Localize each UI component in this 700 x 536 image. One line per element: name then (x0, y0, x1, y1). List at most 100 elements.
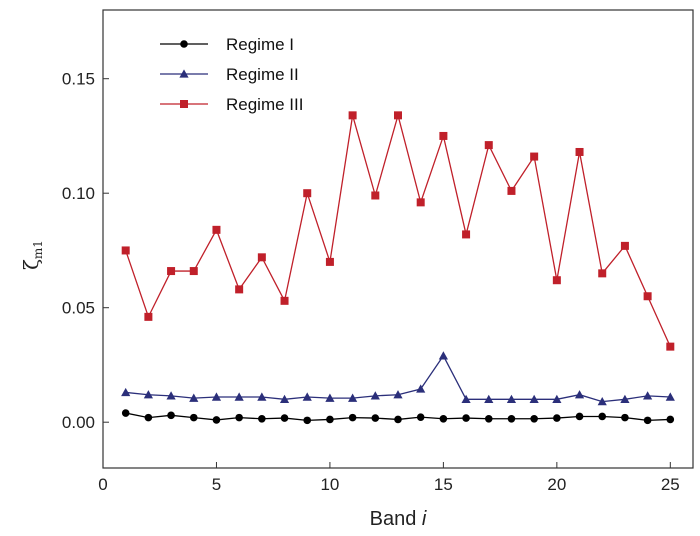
data-point-regime-ii (302, 392, 312, 401)
data-point-regime-iii (575, 147, 584, 156)
series-regime-ii (121, 351, 675, 406)
data-point-regime-iii (462, 230, 471, 239)
data-point-regime-i (121, 409, 130, 417)
legend-marker (179, 69, 189, 78)
data-point-regime-i (621, 413, 629, 422)
y-axis-label-subscript: m1 (31, 240, 45, 259)
data-point-regime-iii (167, 267, 176, 276)
data-point-regime-i (484, 414, 493, 423)
data-point-regime-ii (143, 390, 153, 399)
x-tick-label: 5 (212, 475, 221, 494)
data-point-regime-i (235, 413, 243, 422)
data-point-regime-ii (325, 393, 335, 402)
data-point-regime-iii (257, 253, 266, 262)
data-point-regime-ii (665, 392, 675, 401)
data-point-regime-iii (235, 285, 244, 294)
data-point-regime-i (258, 414, 266, 423)
data-point-regime-iii (552, 276, 561, 285)
data-point-regime-iii (348, 111, 357, 120)
data-point-regime-iii (325, 257, 334, 266)
data-point-regime-ii (506, 394, 517, 403)
data-point-regime-i (212, 416, 221, 424)
legend-item-regime-ii: Regime II (160, 65, 299, 84)
data-point-regime-ii (643, 391, 653, 400)
data-point-regime-i (303, 416, 312, 425)
x-tick-label: 0 (98, 475, 107, 494)
data-point-regime-i (348, 413, 357, 422)
data-point-regime-iii (507, 186, 516, 195)
series-line-regime-iii (125, 112, 671, 347)
data-point-regime-ii (257, 392, 267, 401)
data-point-regime-i (666, 415, 675, 424)
legend-marker (180, 40, 188, 48)
data-point-regime-ii (597, 396, 607, 406)
data-point-regime-ii (438, 351, 448, 360)
legend-item-regime-iii: Regime III (160, 95, 303, 114)
data-point-regime-i (280, 414, 289, 422)
data-point-regime-i (439, 414, 448, 423)
data-point-regime-iii (598, 269, 607, 278)
data-point-regime-iii (643, 292, 652, 301)
data-point-regime-i (326, 415, 334, 424)
data-point-regime-ii (552, 394, 562, 403)
data-point-regime-iii (144, 312, 153, 321)
data-point-regime-i (553, 414, 561, 422)
data-point-regime-iii (416, 198, 425, 207)
y-tick-label: 0.05 (62, 299, 95, 318)
data-point-regime-i (643, 416, 652, 425)
data-point-regime-iii (371, 191, 380, 200)
data-point-regime-i (416, 413, 425, 421)
y-tick-label: 0.00 (62, 413, 95, 432)
data-point-regime-ii (211, 392, 222, 401)
x-axis-label-italic: i (422, 508, 427, 530)
data-point-regime-ii (189, 393, 199, 402)
legend: Regime I Regime II Regime III (160, 35, 303, 114)
data-point-regime-iii (530, 152, 539, 161)
data-point-regime-iii (121, 246, 130, 255)
data-point-regime-ii (484, 394, 494, 403)
legend-item-regime-i: Regime I (160, 35, 294, 54)
data-point-regime-iii (394, 111, 402, 120)
x-tick-label: 20 (547, 475, 566, 494)
data-point-regime-i (189, 413, 198, 422)
data-point-regime-ii (121, 387, 131, 397)
data-point-regime-ii (461, 394, 471, 403)
data-point-regime-ii (620, 394, 630, 403)
data-point-regime-i (394, 415, 402, 424)
x-tick-label: 15 (434, 475, 453, 494)
data-point-regime-iii (620, 241, 629, 250)
data-point-regime-iii (484, 141, 493, 150)
series-regime-iii (121, 111, 675, 351)
data-point-regime-iii (303, 189, 312, 198)
data-point-regime-ii (416, 384, 426, 393)
data-point-regime-iii (666, 342, 675, 351)
legend-marker (180, 100, 188, 108)
data-point-regime-i (575, 412, 584, 421)
legend-label: Regime II (226, 65, 299, 84)
data-point-regime-iii (189, 267, 198, 276)
data-point-regime-i (530, 414, 538, 423)
y-axis-label: ζm1 (19, 240, 45, 270)
data-point-regime-iii (439, 131, 448, 140)
x-tick-label: 10 (320, 475, 339, 494)
data-point-regime-i (167, 411, 175, 420)
data-point-regime-i (144, 413, 153, 422)
legend-label: Regime I (226, 35, 294, 54)
x-axis-label: Band i (370, 508, 427, 530)
data-point-regime-ii (393, 390, 403, 399)
data-point-regime-ii (348, 393, 358, 402)
series-regime-i (121, 409, 675, 425)
data-point-regime-i (371, 414, 380, 422)
legend-label: Regime III (226, 95, 303, 114)
y-tick-label: 0.15 (62, 70, 95, 89)
x-tick-label: 25 (661, 475, 680, 494)
y-tick-label: 0.10 (62, 184, 95, 203)
data-point-regime-i (598, 412, 607, 421)
data-point-regime-iii (280, 296, 289, 305)
data-point-regime-ii (574, 390, 585, 399)
data-point-regime-i (507, 414, 516, 423)
data-point-regime-ii (234, 392, 244, 401)
plot-area (102, 9, 694, 469)
data-point-regime-i (462, 414, 470, 422)
